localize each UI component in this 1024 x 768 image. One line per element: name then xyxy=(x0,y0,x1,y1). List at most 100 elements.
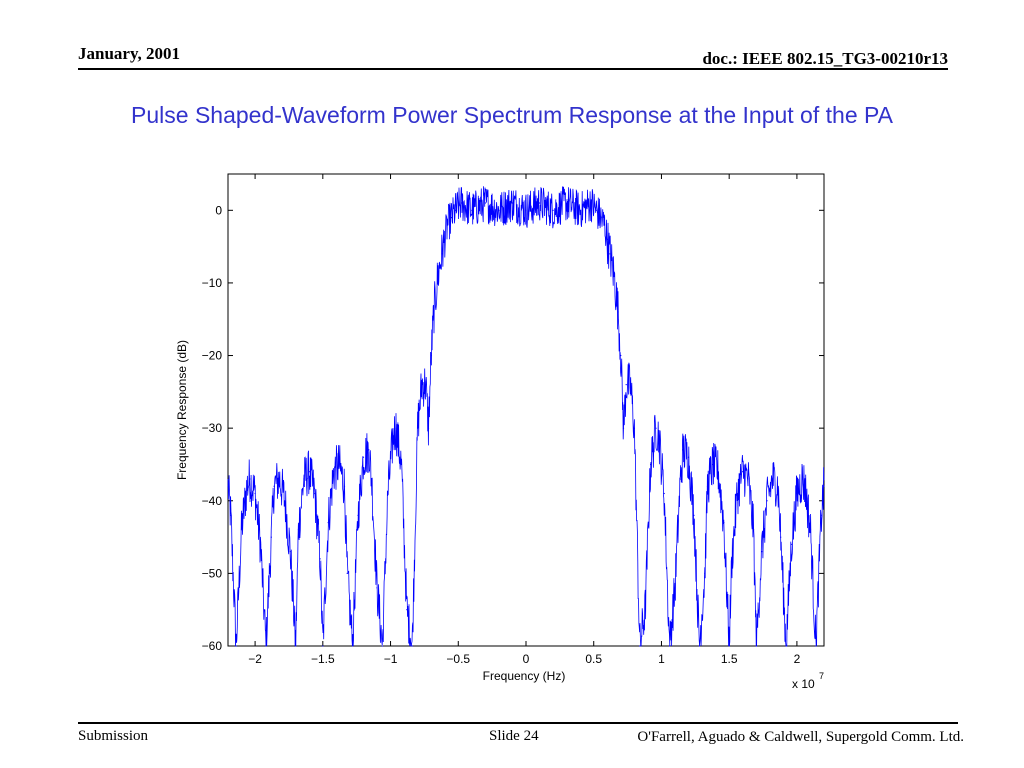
data-point xyxy=(650,463,652,466)
data-point xyxy=(823,485,825,487)
data-point xyxy=(609,253,611,255)
x-tick-label: −0.5 xyxy=(446,652,470,666)
data-point xyxy=(815,645,817,647)
data-point xyxy=(538,202,541,204)
data-point xyxy=(566,202,568,204)
data-point xyxy=(289,551,291,553)
data-point xyxy=(376,587,378,589)
series-line xyxy=(227,186,825,647)
data-point xyxy=(425,384,427,386)
data-point xyxy=(704,572,706,575)
footer-submission: Submission xyxy=(78,728,149,744)
data-point xyxy=(820,514,822,516)
data-point xyxy=(437,275,439,277)
data-point xyxy=(460,202,462,204)
data-point xyxy=(796,492,798,495)
axis-tick-labels: −2 −1.5 −1 −0.5 0 0.5 1 1.5 2 0 −10 −20 −30 −40 −50 −60 xyxy=(202,203,801,666)
data-point xyxy=(790,543,793,545)
series-trace xyxy=(227,186,825,647)
data-point xyxy=(446,224,448,226)
data-point xyxy=(314,492,316,495)
data-point xyxy=(755,645,757,647)
data-point xyxy=(346,572,348,575)
x-tick-label: −2 xyxy=(248,652,262,666)
data-point xyxy=(273,485,275,487)
data-point xyxy=(599,217,602,219)
data-point xyxy=(441,253,443,255)
header-doc-id: doc.: IEEE 802.15_TG3-00210r13 xyxy=(702,49,948,68)
data-point xyxy=(590,202,592,204)
slide-title: Pulse Shaped-Waveform Power Spectrum Res… xyxy=(131,102,893,128)
data-point xyxy=(319,558,321,560)
data-point xyxy=(622,427,625,429)
data-point xyxy=(728,645,730,647)
data-point xyxy=(687,456,690,458)
data-point xyxy=(753,529,755,531)
data-point xyxy=(371,478,373,480)
data-point xyxy=(471,209,473,211)
data-point xyxy=(338,463,340,466)
data-point xyxy=(771,478,774,480)
data-point xyxy=(525,209,527,211)
data-point xyxy=(620,354,622,357)
data-point xyxy=(693,514,695,516)
x-tick-label: −1 xyxy=(384,652,398,666)
x-tick-label: 0 xyxy=(523,652,530,666)
data-point xyxy=(698,645,701,647)
data-point xyxy=(400,463,402,466)
x-tick-label: 2 xyxy=(794,652,801,666)
data-point xyxy=(295,645,297,647)
data-point xyxy=(679,478,682,480)
data-point xyxy=(644,609,646,611)
data-point xyxy=(604,224,606,226)
data-point xyxy=(235,645,237,647)
data-point xyxy=(785,645,787,647)
y-tick-label: −50 xyxy=(202,566,223,580)
data-point xyxy=(297,529,299,531)
y-axis-label: Frequency Response (dB) xyxy=(175,340,189,480)
data-point xyxy=(322,645,324,647)
data-point xyxy=(327,522,329,524)
data-point xyxy=(742,471,744,473)
data-point xyxy=(387,492,389,495)
data-point xyxy=(368,449,370,451)
header-divider xyxy=(78,68,948,70)
data-point xyxy=(613,275,615,277)
data-point xyxy=(381,645,383,647)
data-point xyxy=(663,492,665,495)
data-point xyxy=(333,471,335,473)
data-point xyxy=(804,485,806,487)
data-point xyxy=(595,209,598,211)
y-tick-label: −30 xyxy=(202,421,223,435)
data-point xyxy=(240,529,243,531)
data-point xyxy=(712,463,714,466)
data-point xyxy=(777,485,779,487)
data-point xyxy=(455,209,457,211)
data-point xyxy=(227,485,229,487)
data-point xyxy=(674,587,676,589)
data-point xyxy=(706,485,709,487)
data-point xyxy=(498,209,500,211)
y-tick-label: 0 xyxy=(215,203,222,217)
x-tick-label: 0.5 xyxy=(585,652,602,666)
footer-slide-number: Slide 24 xyxy=(489,728,539,744)
data-point xyxy=(230,514,232,516)
data-point xyxy=(639,645,641,647)
data-point xyxy=(362,456,365,458)
data-point xyxy=(682,449,684,451)
x-axis-label: Frequency (Hz) xyxy=(483,669,566,683)
y-tick-label: −40 xyxy=(202,494,223,508)
data-point xyxy=(809,529,812,531)
data-point xyxy=(430,354,432,357)
data-point xyxy=(411,645,413,647)
data-point xyxy=(511,202,514,204)
data-point xyxy=(270,536,272,538)
data-point xyxy=(655,427,657,429)
data-point xyxy=(249,478,251,480)
data-point xyxy=(303,478,305,480)
data-point xyxy=(669,645,671,647)
data-point xyxy=(308,471,310,473)
data-point xyxy=(780,536,782,538)
data-point xyxy=(259,543,262,545)
data-point xyxy=(552,209,554,211)
